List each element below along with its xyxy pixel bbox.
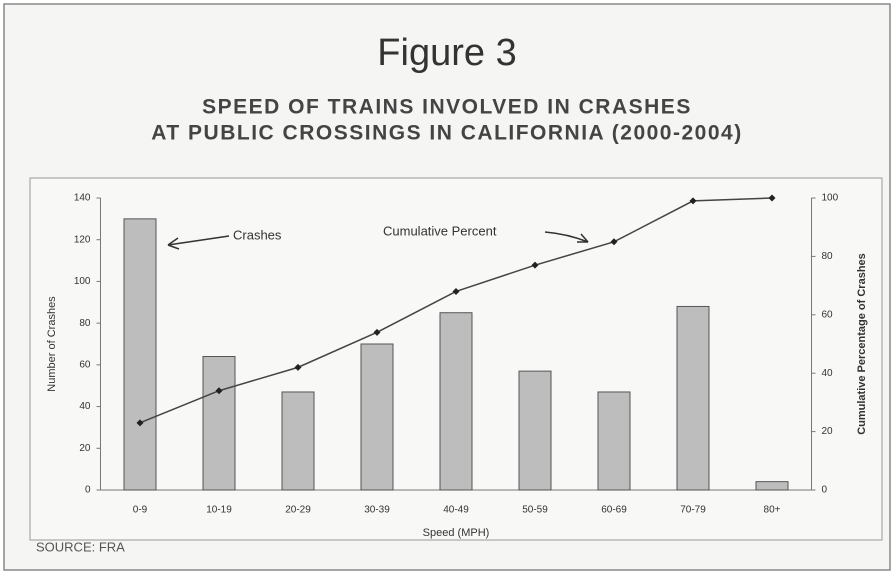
bar xyxy=(755,481,789,491)
x-tick-label: 70-79 xyxy=(680,505,706,516)
y-tick-label: 40 xyxy=(79,401,91,412)
chart-title: Figure 3 xyxy=(377,32,516,74)
point xyxy=(452,287,460,295)
y-tick-label: 60 xyxy=(79,359,91,370)
point xyxy=(215,387,223,395)
y-axis-label: Number of Crashes xyxy=(46,296,58,392)
bar xyxy=(518,370,552,491)
arrow xyxy=(167,235,230,246)
point xyxy=(531,261,539,269)
bar xyxy=(439,312,473,491)
point xyxy=(373,328,381,336)
point xyxy=(294,363,302,371)
x-tick-label: 0-9 xyxy=(133,505,148,516)
y-tick-label: 0 xyxy=(85,485,91,496)
arrow xyxy=(544,231,589,243)
x-tick-label: 50-59 xyxy=(522,505,548,516)
y-tick-label: 80 xyxy=(79,318,91,329)
subtitle: AT PUBLIC CROSSINGS IN CALIFORNIA (2000-… xyxy=(151,122,742,145)
y-tick-label: 140 xyxy=(74,193,91,204)
bar xyxy=(202,356,236,491)
source: SOURCE: FRA xyxy=(36,539,125,554)
point xyxy=(136,419,144,427)
x-tick-label: 60-69 xyxy=(601,505,627,516)
arrowhead xyxy=(577,233,589,243)
y2-tick-label: 80 xyxy=(822,251,834,262)
y2-tick-label: 100 xyxy=(822,193,839,204)
y-tick-label: 20 xyxy=(79,443,91,454)
point xyxy=(768,194,776,202)
x-axis-label: Speed (MPH) xyxy=(423,527,490,539)
annotation: Cumulative Percent xyxy=(383,223,497,238)
bar xyxy=(123,218,157,491)
x-tick-label: 20-29 xyxy=(285,505,311,516)
y2-tick-label: 0 xyxy=(822,485,828,496)
y-tick-label: 100 xyxy=(74,276,91,287)
bar xyxy=(597,391,631,491)
y2-tick-label: 60 xyxy=(822,309,834,320)
x-tick-label: 30-39 xyxy=(364,505,390,516)
annotation-arrows xyxy=(167,231,589,250)
annotation: Crashes xyxy=(233,227,282,242)
bar xyxy=(360,343,394,491)
bar xyxy=(676,305,710,491)
y2-axis-label: Cumulative Percentage of Crashes xyxy=(856,253,868,435)
point xyxy=(689,197,697,205)
point xyxy=(610,238,618,246)
y2-tick-label: 20 xyxy=(822,426,834,437)
x-tick-label: 80+ xyxy=(764,505,781,516)
subtitle: SPEED OF TRAINS INVOLVED IN CRASHES xyxy=(202,96,692,119)
x-tick-label: 10-19 xyxy=(206,505,232,516)
x-tick-label: 40-49 xyxy=(443,505,469,516)
y2-tick-label: 40 xyxy=(822,368,834,379)
y-tick-label: 120 xyxy=(74,234,91,245)
arrowhead xyxy=(167,237,180,250)
bar xyxy=(281,391,315,491)
